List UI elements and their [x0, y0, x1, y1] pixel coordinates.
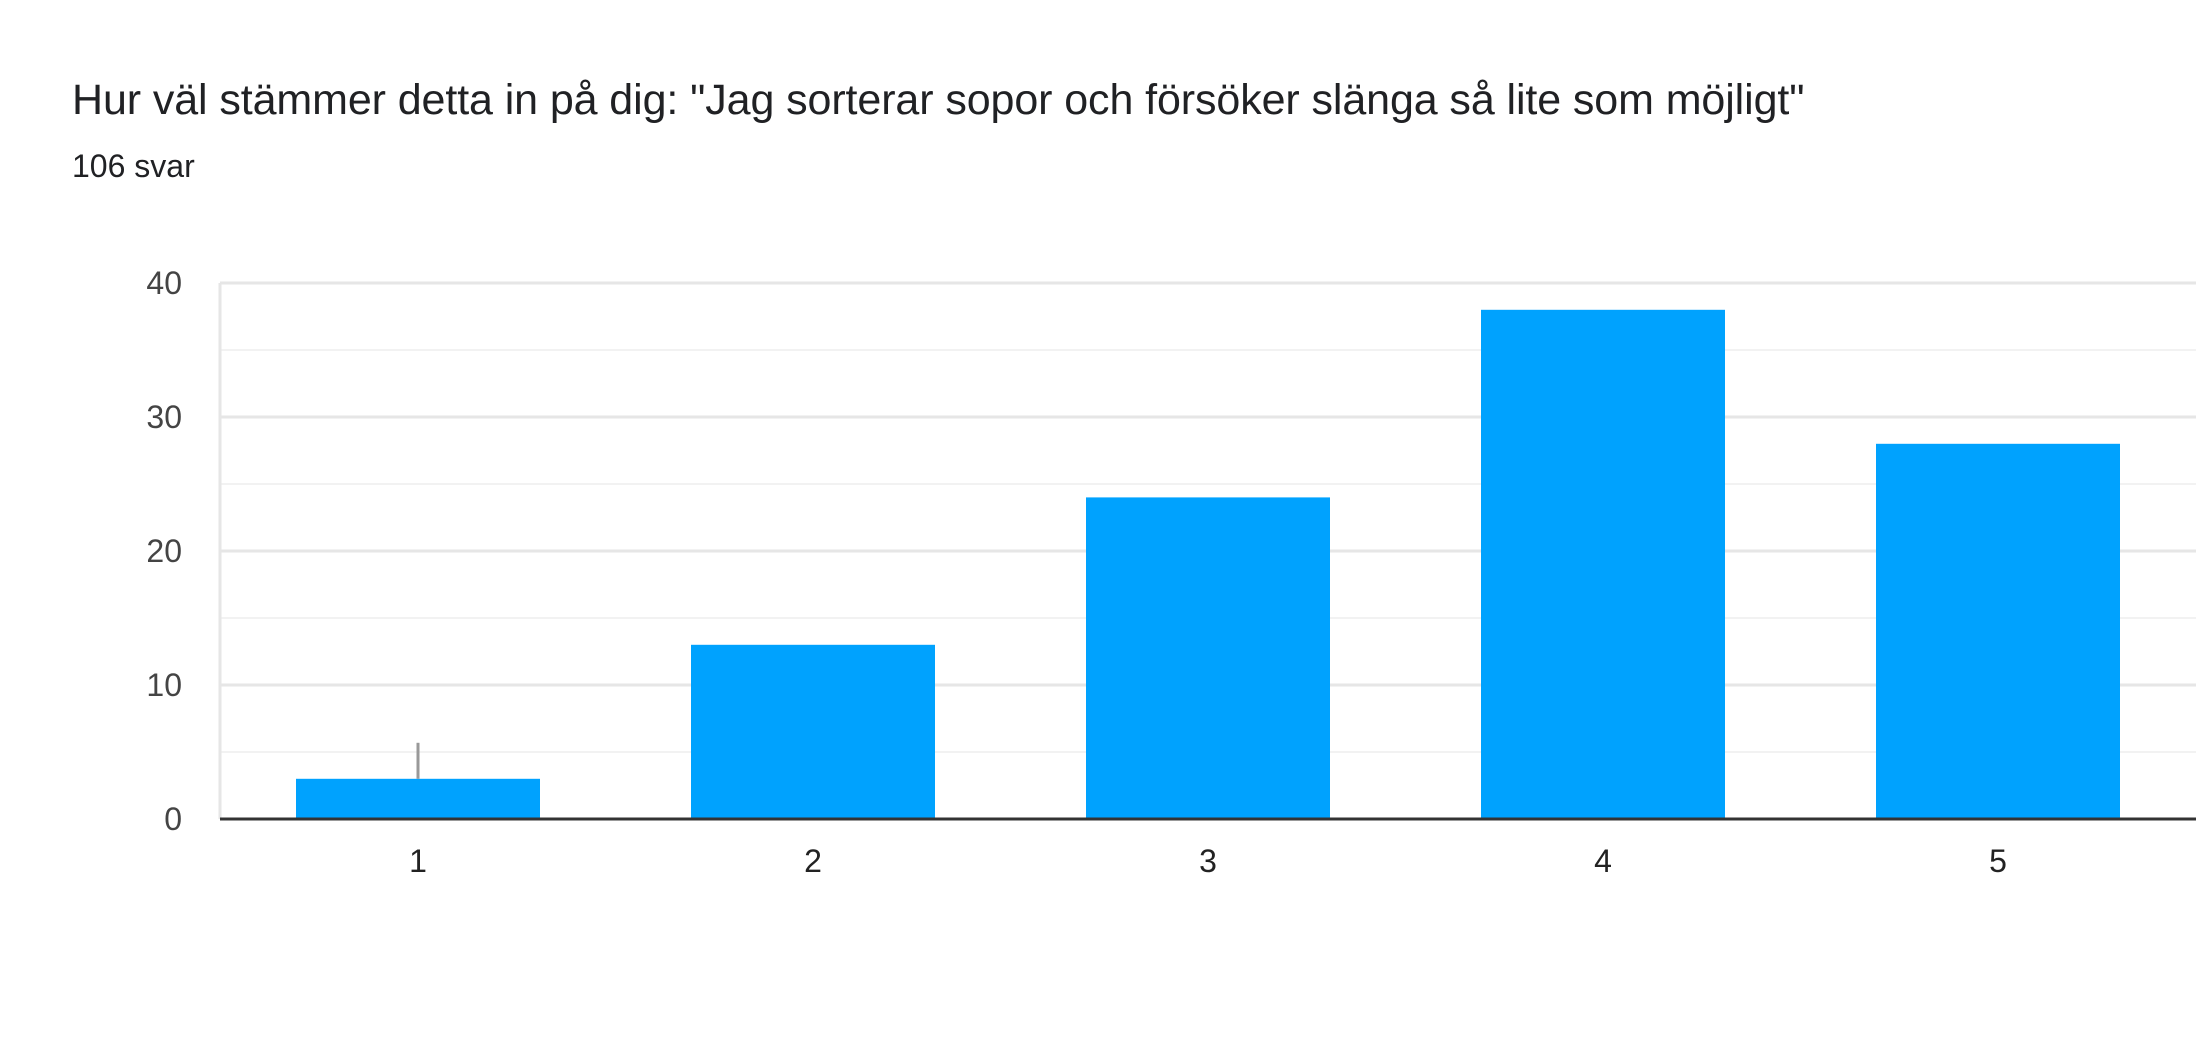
x-tick-label: 2 — [804, 843, 822, 879]
x-tick-label: 3 — [1199, 843, 1217, 879]
y-tick-label: 10 — [146, 667, 182, 703]
chart-title: Hur väl stämmer detta in på dig: "Jag so… — [72, 76, 1805, 124]
y-tick-label: 30 — [146, 399, 182, 435]
y-tick-labels: 0 10 20 30 40 — [146, 265, 182, 837]
y-tick-label: 20 — [146, 533, 182, 569]
x-tick-label: 4 — [1594, 843, 1612, 879]
bar-5[interactable] — [1876, 443, 2120, 819]
y-tick-label: 0 — [164, 801, 182, 837]
bar-2[interactable] — [691, 644, 935, 819]
x-tick-label: 1 — [409, 843, 427, 879]
response-count: 106 svar — [72, 148, 195, 184]
bar-3[interactable] — [1086, 497, 1330, 819]
y-tick-label: 40 — [146, 265, 182, 301]
x-tick-labels: 1 2 3 4 5 — [409, 843, 2007, 879]
x-tick-label: 5 — [1989, 843, 2007, 879]
bar-1[interactable] — [296, 778, 540, 819]
bar-4[interactable] — [1481, 309, 1725, 819]
gridlines — [218, 281, 2196, 819]
bars — [296, 309, 2120, 819]
